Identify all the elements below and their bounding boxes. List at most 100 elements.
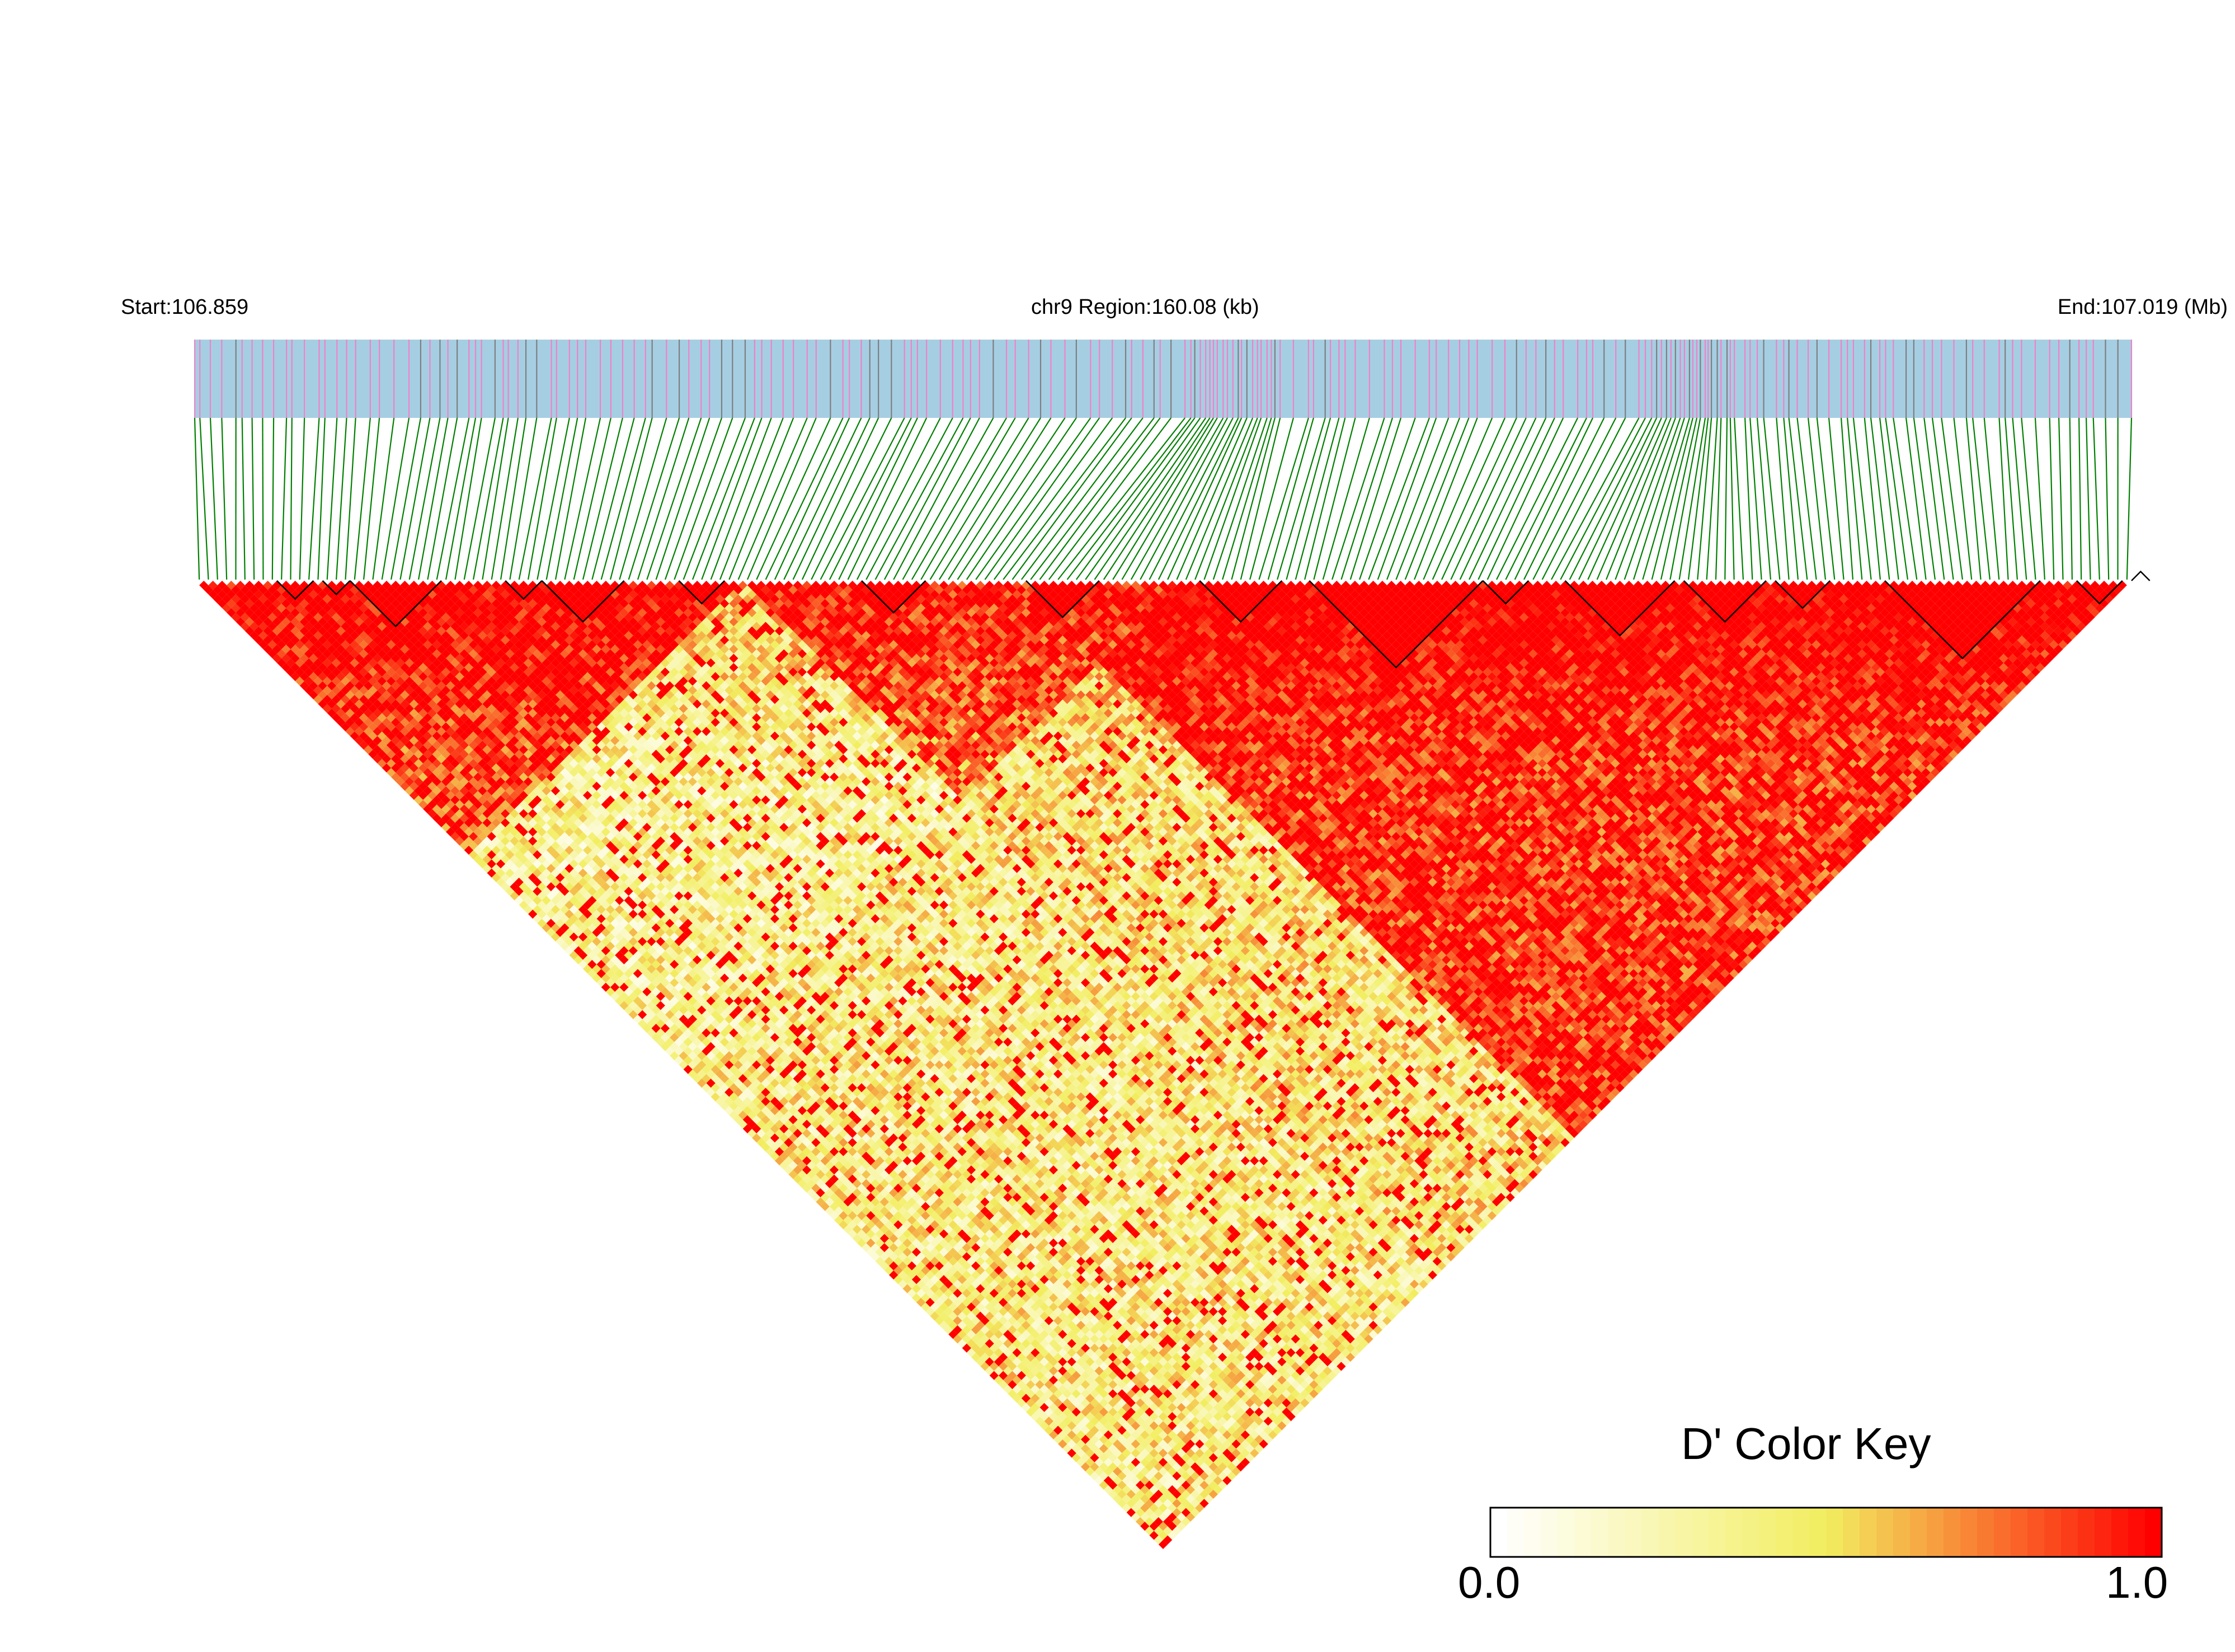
snp-connector [1734, 418, 1743, 580]
snp-connector [1730, 418, 1734, 580]
snp-connector [1213, 418, 1267, 580]
snp-connector [921, 418, 1015, 580]
snp-connector [1414, 418, 1478, 580]
snp-connector [1670, 418, 1700, 580]
snp-connector [318, 418, 324, 580]
snp-connector [2035, 418, 2045, 580]
snp-connector [619, 418, 666, 580]
snp-connector [574, 418, 611, 580]
snp-connector [876, 418, 963, 580]
snp-connector [1606, 418, 1671, 580]
snp-connector [821, 418, 905, 580]
snp-connector [1469, 418, 1546, 580]
snp-connector [839, 418, 917, 580]
snp-connector [1186, 418, 1253, 580]
snp-connector [410, 418, 440, 580]
snp-connector [2079, 418, 2081, 580]
snp-connector [1679, 418, 1705, 580]
snp-connector [1906, 418, 1926, 580]
snp-connector [1841, 418, 1853, 580]
snp-connector [195, 418, 199, 580]
snp-connector [1460, 418, 1536, 580]
snp-connector [1570, 418, 1652, 580]
snp-connector [1847, 418, 1862, 580]
snp-connector [702, 418, 761, 580]
snp-connector [1323, 418, 1370, 580]
snp-connector [1013, 418, 1132, 580]
snp-connector [222, 418, 227, 580]
snp-connector [327, 418, 337, 580]
snp-connector [200, 418, 208, 580]
snp-connector [1789, 418, 1808, 580]
snp-connector [1478, 418, 1554, 580]
snp-connector [1725, 418, 1727, 580]
snp-connector [547, 418, 578, 580]
snp-connector [1697, 418, 1711, 580]
snp-connector [1058, 418, 1185, 580]
snp-connector [1924, 418, 1944, 580]
snp-connector [1515, 418, 1593, 580]
snp-connector [242, 418, 245, 580]
snp-connector [418, 418, 448, 580]
snp-connector [784, 418, 861, 580]
snp-connector [1784, 418, 1798, 580]
snp-connector [2050, 418, 2054, 580]
snp-connector [1387, 418, 1448, 580]
snp-connector [373, 418, 394, 580]
snp-connector [1231, 418, 1274, 580]
snp-connector [1542, 418, 1626, 580]
snp-connector [1296, 418, 1339, 580]
snp-connector [893, 418, 980, 580]
snp-connector [1797, 418, 1816, 580]
snp-connector [1764, 418, 1780, 580]
snp-connector [252, 418, 255, 580]
snp-connector [1707, 418, 1718, 580]
snp-connector [1941, 418, 1962, 580]
snp-connector [720, 418, 783, 580]
snp-connector [1433, 418, 1505, 580]
snp-connector [1497, 418, 1578, 580]
snp-connector [1829, 418, 1844, 580]
snp-connector [272, 418, 274, 580]
ld-heatmap-cells [199, 581, 2127, 1549]
snp-connector [2106, 418, 2109, 580]
snp-connector [1865, 418, 1880, 580]
snp-connector [1405, 418, 1469, 580]
snp-connector [364, 418, 379, 580]
snp-connector [1808, 418, 1825, 580]
snp-connector [1932, 418, 1954, 580]
snp-connector [1442, 418, 1517, 580]
snp-connector-lines [195, 418, 2132, 580]
snp-connector [1250, 418, 1293, 580]
snp-connector [1776, 418, 1789, 580]
snp-connector [309, 418, 319, 580]
snp-connector [729, 418, 793, 580]
snp-connector [747, 418, 816, 580]
snp-connector [355, 418, 370, 580]
snp-connector [1597, 418, 1667, 580]
snp-connector [1368, 418, 1429, 580]
snp-connector [1716, 418, 1721, 580]
snp-connector [1268, 418, 1314, 580]
snp-connector [775, 418, 849, 580]
snp-connector [2127, 418, 2132, 580]
snp-connector [2093, 418, 2100, 580]
snp-connector [1095, 418, 1206, 580]
snp-connector [281, 418, 286, 580]
snp-connector [1423, 418, 1492, 580]
snp-connector [1984, 418, 1999, 580]
snp-connector [629, 418, 679, 580]
snp-connector [1204, 418, 1261, 580]
snp-connector [345, 418, 355, 580]
snp-connector [1286, 418, 1330, 580]
snp-connector [2059, 418, 2063, 580]
snp-connector [262, 418, 263, 580]
snp-connector [948, 418, 1051, 580]
snp-connector [1067, 418, 1191, 580]
snp-connector [1177, 418, 1246, 580]
snp-connector [848, 418, 927, 580]
snp-connector [802, 418, 878, 580]
snp-connector [210, 418, 218, 580]
snp-connector [2021, 418, 2035, 580]
